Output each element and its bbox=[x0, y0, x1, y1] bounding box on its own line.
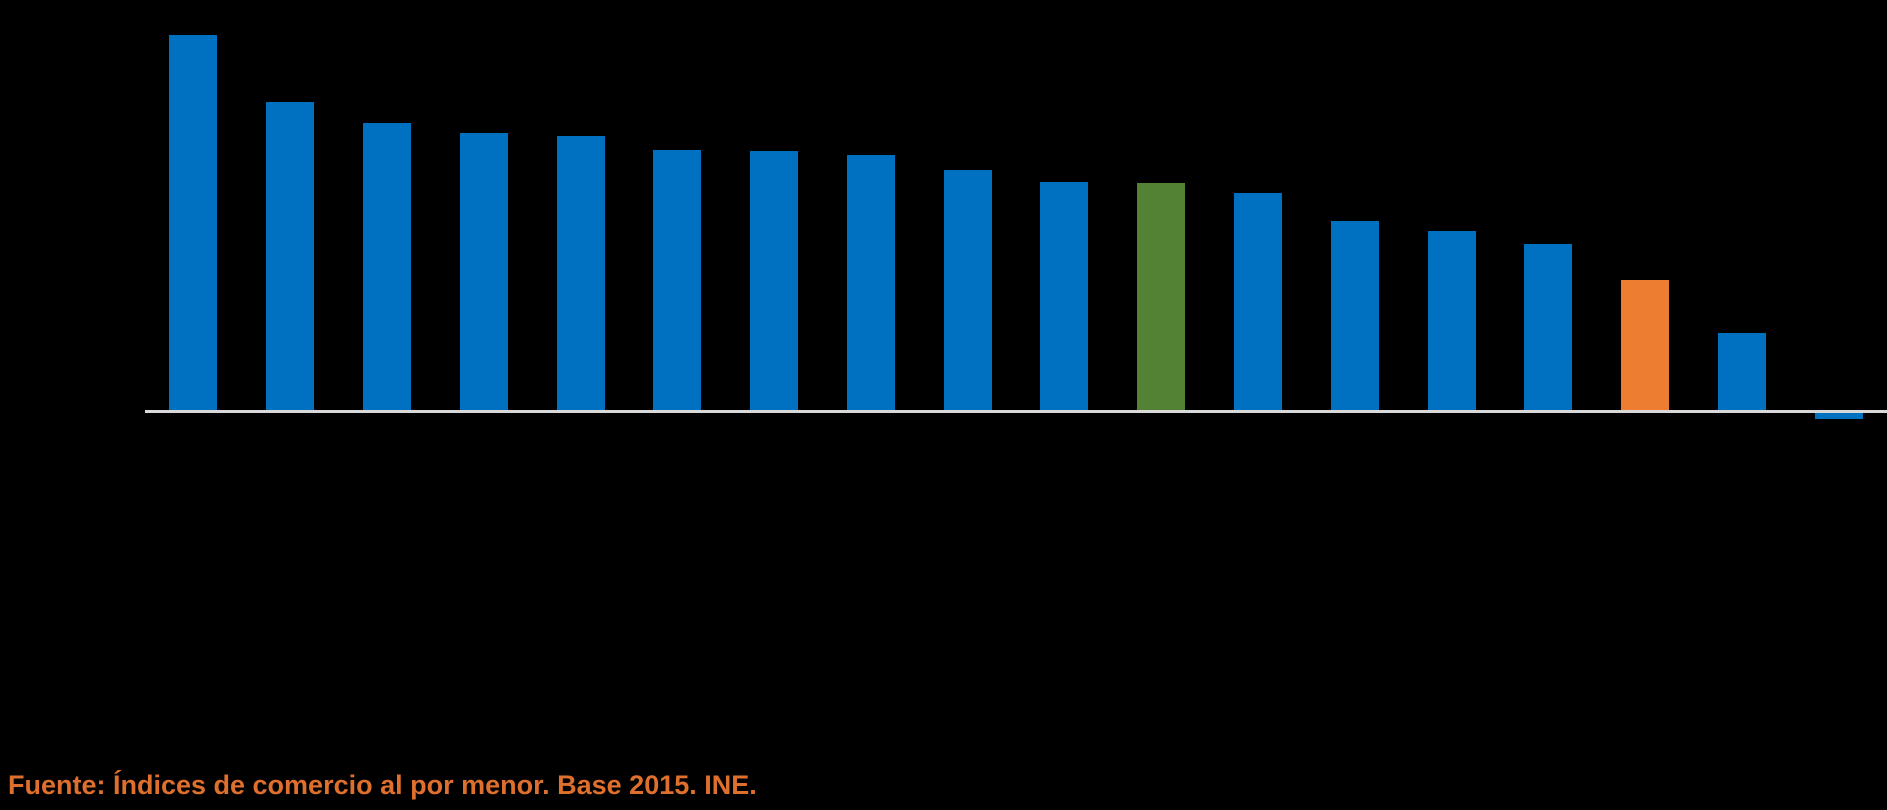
bar-blue bbox=[266, 102, 315, 412]
bar-blue bbox=[556, 136, 605, 412]
bar-blue bbox=[653, 150, 702, 412]
bar-slot bbox=[1403, 0, 1500, 412]
bar-blue bbox=[459, 133, 508, 412]
bar-green bbox=[1137, 183, 1186, 412]
bar-blue bbox=[1717, 333, 1766, 412]
bar-slot bbox=[532, 0, 629, 412]
bar-blue bbox=[169, 35, 218, 412]
bar-slot bbox=[242, 0, 339, 412]
bar-slot bbox=[1597, 0, 1694, 412]
bar-slot bbox=[435, 0, 532, 412]
bar-slot bbox=[726, 0, 823, 412]
bar-blue bbox=[943, 170, 992, 412]
bar-orange bbox=[1621, 280, 1670, 412]
bar-blue bbox=[846, 155, 895, 412]
bar-slot bbox=[1016, 0, 1113, 412]
bar-blue bbox=[1233, 193, 1282, 412]
bar-slot bbox=[1790, 0, 1887, 419]
bar-slot bbox=[1694, 0, 1791, 412]
bar-slot bbox=[1210, 0, 1307, 412]
bar-slot bbox=[919, 0, 1016, 412]
bar-blue bbox=[1814, 412, 1863, 419]
bar-blue bbox=[1040, 182, 1089, 412]
bar-slot bbox=[822, 0, 919, 412]
bar-slot bbox=[145, 0, 242, 412]
bar-blue bbox=[1427, 231, 1476, 412]
bar-blue bbox=[750, 151, 799, 412]
bar-slot bbox=[1500, 0, 1597, 412]
bars-layer bbox=[145, 0, 1887, 419]
bar-blue bbox=[362, 123, 411, 412]
bar-blue bbox=[1330, 221, 1379, 412]
bar-slot bbox=[1113, 0, 1210, 412]
x-axis-line bbox=[145, 410, 1887, 413]
bar-slot bbox=[1306, 0, 1403, 412]
bar-slot bbox=[629, 0, 726, 412]
source-note: Fuente: Índices de comercio al por menor… bbox=[8, 770, 757, 800]
bar-blue bbox=[1524, 244, 1573, 412]
bar-slot bbox=[339, 0, 436, 412]
plot-area bbox=[145, 0, 1887, 419]
